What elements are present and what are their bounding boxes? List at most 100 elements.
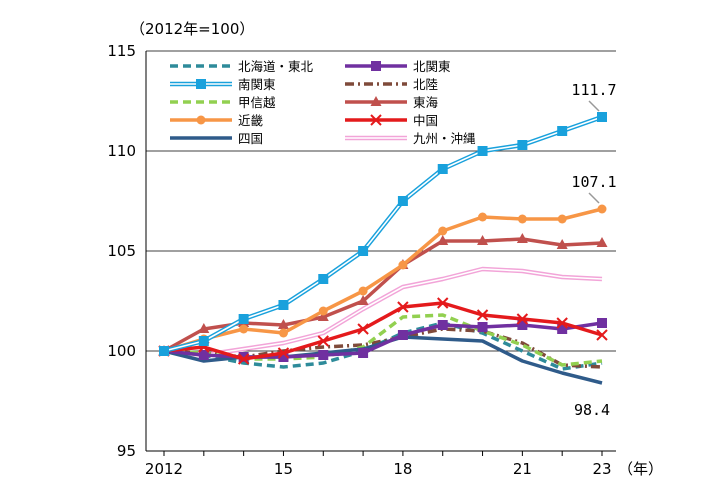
point-chugoku-2014 xyxy=(237,353,250,365)
series-koshinetsu xyxy=(163,313,603,367)
annotation-shikoku: 98.4 xyxy=(574,401,610,419)
y-tick-label-100: 100 xyxy=(107,342,136,360)
point-minamikanto-2014 xyxy=(238,314,249,324)
line-chugoku xyxy=(163,301,603,361)
y-tick-label-95: 95 xyxy=(117,442,136,460)
x-tick-label-21: 21 xyxy=(513,460,532,478)
point-kinki-2017 xyxy=(358,286,368,296)
point-chugoku-2018 xyxy=(397,301,409,313)
legend-item-tokai: 東海 xyxy=(345,95,439,110)
point-chugoku-2019 xyxy=(437,297,449,309)
point-kinki-2019 xyxy=(438,226,448,236)
legend-label-kitakanto: 北関東 xyxy=(413,59,451,74)
legend-label-kyushu: 九州・沖縄 xyxy=(413,131,476,146)
legend-item-koshinetsu: 甲信越 xyxy=(170,95,276,110)
legend-label-minamikanto: 南関東 xyxy=(238,77,276,92)
annotation-leader-kinki xyxy=(588,192,600,204)
point-kinki-2014 xyxy=(239,324,249,334)
point-chugoku-2023 xyxy=(596,329,608,341)
legend-item-kyushu: 九州・沖縄 xyxy=(345,131,476,146)
point-kitakanto-2023 xyxy=(597,318,607,328)
legend-marker-kinki xyxy=(196,115,206,125)
point-minamikanto-2021 xyxy=(517,140,528,150)
legend-item-kinki: 近畿 xyxy=(170,113,264,128)
point-minamikanto-2016 xyxy=(318,274,329,284)
point-chugoku-2022 xyxy=(556,317,568,329)
point-minamikanto-2015 xyxy=(278,300,289,310)
point-chugoku-2016 xyxy=(317,335,329,347)
point-minamikanto-2019 xyxy=(437,164,448,174)
point-kinki-2023 xyxy=(597,204,607,214)
point-kitakanto-2017 xyxy=(358,348,369,358)
x-tick-label-18: 18 xyxy=(393,460,412,478)
legend-item-minamikanto: 南関東 xyxy=(170,77,276,92)
x-tick-label-23: 23 xyxy=(592,460,611,478)
point-kitakanto-2014 xyxy=(238,352,249,362)
axes: 95 100 105 110 115 2012 15 18 21 23 xyxy=(107,42,616,478)
point-kitakanto-2018 xyxy=(397,330,408,340)
legend-label-shikoku: 四国 xyxy=(238,131,263,146)
legend-marker-minamikanto xyxy=(196,79,206,89)
annotation-kinki: 107.1 xyxy=(571,173,616,191)
series-lines xyxy=(158,112,608,385)
grid xyxy=(146,50,616,352)
point-kitakanto-2022 xyxy=(557,324,568,334)
point-kinki-2020 xyxy=(478,212,488,222)
line-minamikanto-outer xyxy=(163,114,603,354)
point-kitakanto-2013 xyxy=(198,350,209,360)
point-minamikanto-2022 xyxy=(557,126,568,136)
point-minamikanto-2018 xyxy=(397,196,408,206)
point-kinki-2018 xyxy=(398,260,408,270)
point-tokai-2013 xyxy=(198,323,210,333)
legend-item-shikoku: 四国 xyxy=(170,131,263,146)
point-chugoku-2021 xyxy=(516,313,529,325)
annotations: 111.7 107.1 98.4 xyxy=(571,81,616,419)
legend-marker-tokai xyxy=(370,96,382,106)
legend-item-chugoku: 中国 xyxy=(345,113,438,128)
series-minamikanto xyxy=(159,112,607,356)
legend-item-hokkaido: 北海道・東北 xyxy=(170,59,314,74)
point-kinki-2016 xyxy=(318,306,328,316)
point-tokai-2022 xyxy=(556,239,568,249)
line-koshinetsu xyxy=(163,313,603,367)
x-axis-suffix: （年） xyxy=(618,460,663,478)
line-minamikanto-inner xyxy=(163,116,603,352)
point-minamikanto-2013 xyxy=(198,336,209,346)
legend-label-koshinetsu: 甲信越 xyxy=(238,95,276,110)
y-tick-label-110: 110 xyxy=(107,142,136,160)
annotation-minamikanto: 111.7 xyxy=(571,81,616,99)
point-tokai-2017 xyxy=(357,295,369,305)
point-kitakanto-2016 xyxy=(318,350,329,360)
point-minamikanto-2023 xyxy=(597,112,607,122)
legend-label-hokkaido: 北海道・東北 xyxy=(238,59,314,74)
point-tokai-2019 xyxy=(437,235,449,245)
legend-item-hokuriku: 北陸 xyxy=(345,77,438,92)
legend-marker-kitakanto xyxy=(371,61,381,71)
point-kinki-2021 xyxy=(517,214,527,224)
point-minamikanto-2017 xyxy=(358,246,369,256)
point-kinki-2022 xyxy=(557,214,567,224)
x-tick-label-15: 15 xyxy=(274,460,293,478)
point-chugoku-2020 xyxy=(476,309,489,321)
point-kitakanto-2020 xyxy=(477,322,488,332)
legend-label-kinki: 近畿 xyxy=(238,113,264,128)
point-tokai-2020 xyxy=(477,235,489,245)
point-chugoku-2015 xyxy=(277,347,290,359)
point-kitakanto-2021 xyxy=(517,320,528,330)
y-tick-label-105: 105 xyxy=(107,242,136,260)
point-chugoku-2017 xyxy=(357,323,369,335)
legend-label-hokuriku: 北陸 xyxy=(413,77,438,92)
y-tick-label-115: 115 xyxy=(107,42,136,60)
point-minamikanto-2012 xyxy=(159,346,169,356)
line-kyushu-inner xyxy=(163,268,603,356)
series-kyushu xyxy=(163,266,603,358)
point-tokai-2015 xyxy=(277,319,289,329)
line-kinki xyxy=(163,207,603,353)
annotation-leader-minamikanto xyxy=(588,100,600,112)
point-tokai-2023 xyxy=(596,237,608,247)
legend-item-kitakanto: 北関東 xyxy=(345,59,451,74)
point-kitakanto-2019 xyxy=(437,320,448,330)
point-kitakanto-2015 xyxy=(278,352,289,362)
